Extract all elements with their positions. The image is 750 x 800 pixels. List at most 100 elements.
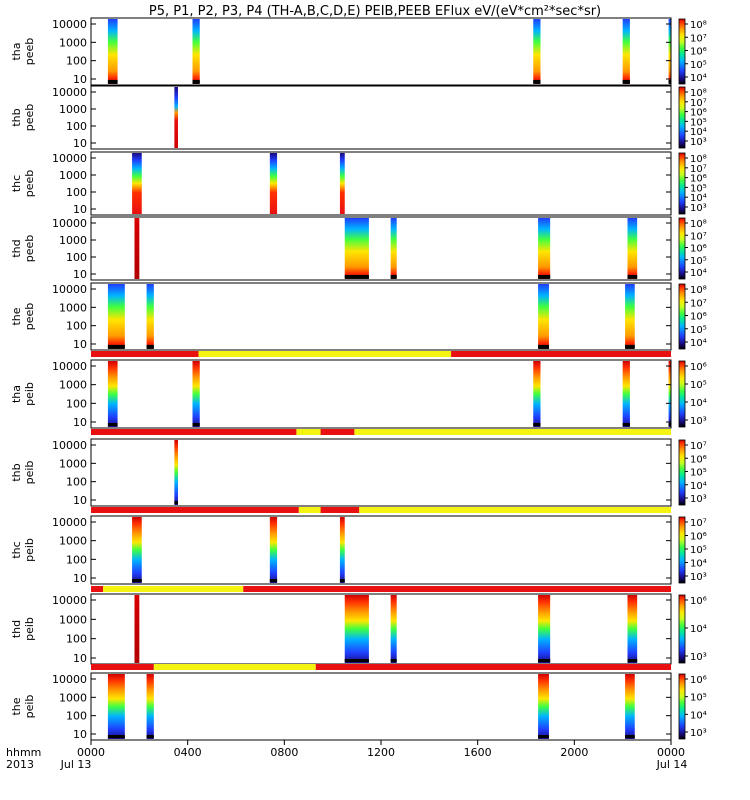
colorbar-tick-label: 10⁶ <box>690 47 707 58</box>
sc-potential-trace <box>627 275 638 278</box>
spectrogram-block <box>107 19 118 84</box>
spectrogram-block <box>134 595 140 663</box>
sc-potential-trace <box>390 275 397 278</box>
mode-bar-segment <box>315 664 671 670</box>
panel-label-product: peib <box>23 695 36 719</box>
sc-potential-trace <box>625 735 635 738</box>
mode-bar-segment <box>91 586 104 592</box>
colorbar-tick-label: 10⁶ <box>690 596 707 607</box>
y-tick-label: 10 <box>73 652 87 665</box>
colorbar-tick-label: 10⁵ <box>690 545 707 556</box>
plot-frame <box>90 282 672 351</box>
spectrogram-block <box>627 218 638 279</box>
spectrogram-block <box>269 517 278 583</box>
y-tick-label: 100 <box>66 186 87 199</box>
spectrogram-block <box>146 674 154 739</box>
sc-potential-trace <box>107 345 125 348</box>
plot-frame <box>90 85 672 150</box>
time-axis-footer: hhmm 2013 0000 0400 0800 1200 1600 2000 0000 J… <box>6 740 687 771</box>
colorbar-tick-label: 10⁷ <box>690 231 707 242</box>
plot-area <box>91 86 671 149</box>
panel-label-probe: thb <box>10 463 23 481</box>
panel-label-product: peib <box>23 382 36 406</box>
colorbar-tick-label: 10⁷ <box>690 298 707 309</box>
spectrogram-block <box>538 674 549 739</box>
colorbar-tick-label: 10⁸ <box>690 219 707 230</box>
y-tick-label: 1000 <box>59 234 87 247</box>
y-tick-label: 10000 <box>52 594 87 607</box>
sc-potential-trace <box>269 579 278 582</box>
colorbar-tick-label: 10³ <box>690 652 707 663</box>
colorbar-tick-label: 10³ <box>690 416 707 427</box>
spectrogram-block <box>625 284 635 349</box>
colorbar-tick-label: 10⁴ <box>690 710 707 721</box>
colorbar-tick-label: 10⁵ <box>690 117 707 128</box>
y-tick-label: 10 <box>73 137 87 150</box>
sc-potential-trace <box>107 423 118 426</box>
colorbar <box>678 516 686 584</box>
mode-bar-segment <box>298 507 321 513</box>
colorbar-tick-label: 10⁷ <box>690 164 707 175</box>
plot-area <box>91 152 671 215</box>
spectrogram-block <box>533 361 541 427</box>
plot-area <box>91 439 671 506</box>
spectrogram-block <box>668 361 671 427</box>
colorbar <box>678 152 686 215</box>
spectrogram-block <box>132 153 142 214</box>
mode-bar-segment <box>243 586 671 592</box>
sc-potential-trace <box>625 345 635 348</box>
colorbar-tick-label: 10⁷ <box>690 98 707 109</box>
colorbar <box>678 594 686 664</box>
spectrogram-block <box>269 153 278 214</box>
y-tick-label: 10000 <box>52 439 87 452</box>
spectrogram-block <box>344 218 369 279</box>
y-tick-label: 100 <box>66 120 87 133</box>
colorbar-tick-label: 10⁸ <box>690 20 707 31</box>
sc-potential-trace <box>668 423 671 426</box>
colorbar-tick-label: 10⁵ <box>690 183 707 194</box>
panel-the-peeb: 10000 1000 100 10 the peeb 10⁸ 10⁷ 10⁶ 10⁵ 10⁴ <box>10 282 707 351</box>
spectrogram-block <box>625 674 635 739</box>
panel-label-product: peib <box>23 461 36 485</box>
y-tick-label: 10 <box>73 338 87 351</box>
spectrogram-block <box>538 284 549 349</box>
sc-potential-trace <box>132 579 142 582</box>
colorbar-tick-label: 10⁴ <box>690 73 707 84</box>
row-label-hhmm: hhmm <box>6 746 41 759</box>
plot-frame <box>90 438 672 507</box>
y-tick-label: 10 <box>73 73 87 86</box>
sc-potential-trace <box>146 345 154 348</box>
colorbar-tick-label: 10⁶ <box>690 108 707 119</box>
sc-potential-trace <box>533 423 541 426</box>
y-tick-label: 10 <box>73 203 87 216</box>
plot-area <box>91 516 671 584</box>
mode-bar-segment <box>91 429 297 435</box>
spectrogram-block <box>622 19 630 84</box>
sc-potential-trace <box>174 501 178 504</box>
sc-potential-trace <box>668 80 671 83</box>
colorbar-tick-label: 10⁴ <box>690 559 707 570</box>
y-tick-label: 10000 <box>52 152 87 165</box>
panel-label-probe: thd <box>10 620 23 638</box>
panel-label-probe: tha <box>10 42 23 60</box>
y-tick-label: 1000 <box>59 301 87 314</box>
plot-area <box>91 594 671 664</box>
colorbar-tick-label: 10³ <box>690 572 707 583</box>
panel-thd-peib: 10000 1000 100 10 thd peib 10⁶ 10⁴ 10³ <box>10 586 707 665</box>
y-tick-label: 100 <box>66 397 87 410</box>
sc-potential-trace <box>538 659 551 662</box>
colorbar <box>678 673 686 740</box>
colorbar-tick-label: 10⁶ <box>690 675 707 686</box>
colorbar-tick-label: 10⁵ <box>690 380 707 391</box>
mode-bar-segment <box>103 586 244 592</box>
plot-area <box>91 360 671 428</box>
y-tick-label: 100 <box>66 476 87 489</box>
colorbar-tick-label: 10³ <box>690 203 707 214</box>
colorbar-tick-label: 10⁷ <box>690 441 707 452</box>
date-label-start: Jul 13 <box>60 758 92 771</box>
spectrogram-block <box>132 517 142 583</box>
spectrogram-block <box>344 595 369 663</box>
mode-bar-segment <box>451 351 671 357</box>
